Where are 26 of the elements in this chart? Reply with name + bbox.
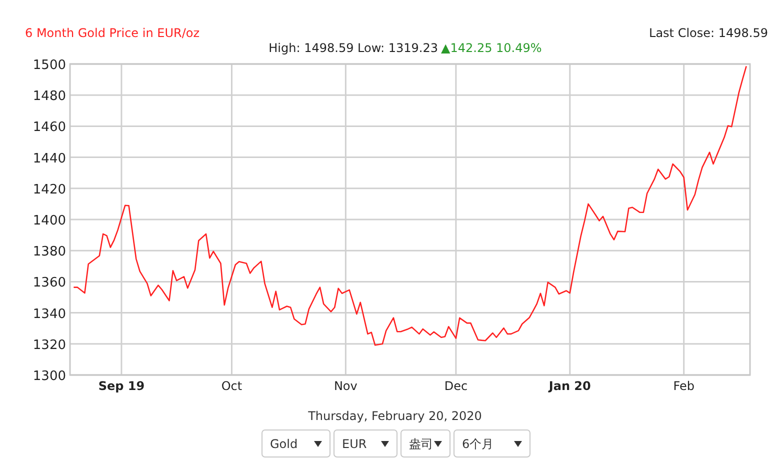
y-tick-label: 1480 — [32, 89, 66, 104]
x-tick-label: Nov — [334, 379, 358, 393]
y-tick-label: 1400 — [32, 214, 66, 228]
x-tick-label: Sep 19 — [98, 379, 145, 393]
y-tick-label: 1300 — [32, 369, 66, 384]
text: EUR — [342, 437, 367, 451]
text: 6个月 — [462, 437, 494, 451]
y-tick-label: 1500 — [32, 58, 66, 73]
chart-title: 6 Month Gold Price in EUR/oz — [25, 26, 200, 40]
text: Gold — [270, 437, 298, 451]
y-tick-label: 1420 — [32, 182, 66, 198]
text: Thursday, February 20, 2020 — [307, 409, 482, 423]
text: ▲142.25 10.49% — [441, 41, 542, 55]
y-tick-label: 1440 — [32, 151, 66, 166]
y-tick-label: 1460 — [32, 120, 66, 136]
text: Last Close: 1498.59 — [649, 26, 768, 40]
x-tick-label: Oct — [221, 379, 242, 393]
y-tick-label: 1340 — [32, 306, 66, 322]
x-tick-label: Feb — [673, 379, 694, 393]
y-tick-label: 1380 — [32, 244, 66, 260]
chart-subtitle: High: 1498.59 Low: 1319.23 — [268, 41, 438, 55]
x-tick-label: Jan 20 — [548, 379, 591, 393]
text: 盎司 — [409, 437, 433, 451]
y-tick-label: 1320 — [32, 338, 66, 353]
x-tick-label: Dec — [444, 379, 468, 393]
y-tick-label: 1360 — [32, 276, 66, 291]
